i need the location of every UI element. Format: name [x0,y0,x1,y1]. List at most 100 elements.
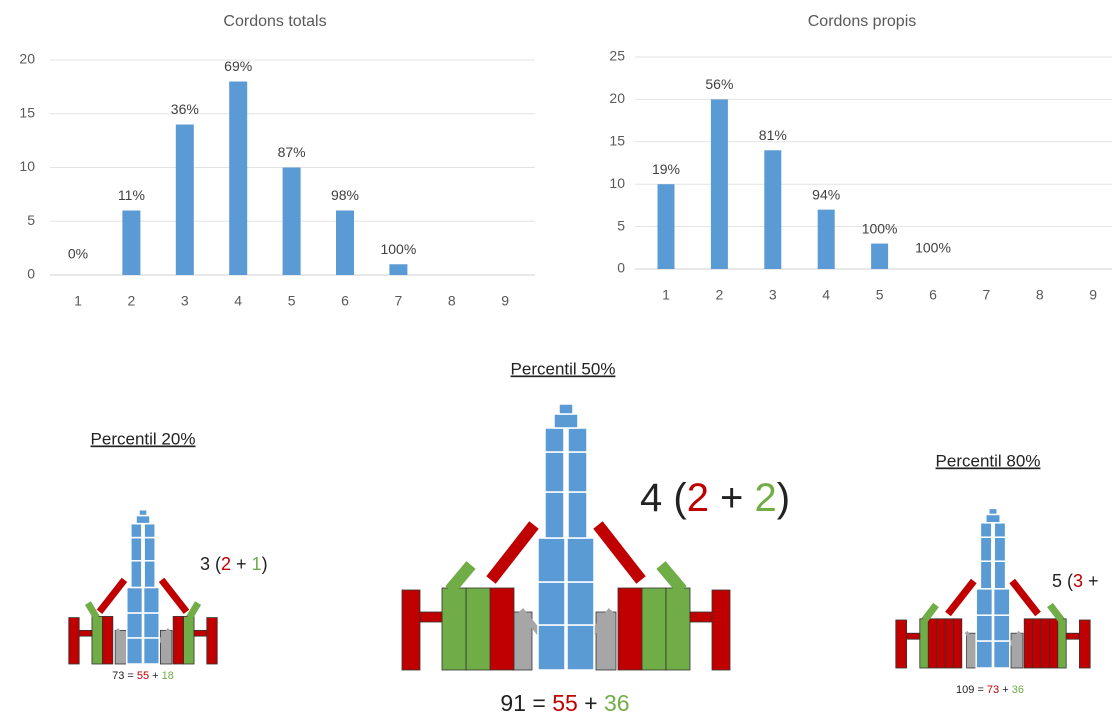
bar [175,124,194,275]
y-tick-label: 15 [19,104,35,120]
blue-block [537,537,566,583]
formula-part: 73 = [112,670,137,682]
green-block [665,587,691,671]
red-block [102,616,114,665]
bar-label: 19% [652,161,680,177]
blue-block [975,640,994,669]
x-tick-label: 8 [448,293,456,309]
blue-block [544,427,565,453]
formula: 5 (3 + [1052,571,1099,591]
formula: 109 = 73 + 36 [956,684,1024,696]
brace [186,601,202,620]
x-tick-label: 8 [1036,287,1044,303]
blue-block [126,586,144,614]
formula-part: 1 [252,554,262,574]
y-tick-label: 0 [27,266,35,282]
x-tick-label: 3 [181,293,189,309]
bar [817,209,835,269]
x-tick-label: 2 [128,293,136,309]
bar [122,210,141,275]
green-block [91,616,103,665]
x-tick-label: 1 [662,287,670,303]
blue-block [130,560,143,589]
blue-block [993,536,1007,562]
bar-label: 100% [915,240,951,256]
blue-block [135,514,151,525]
blue-block [126,612,144,639]
bar-label: 94% [812,186,840,202]
x-tick-label: 6 [929,287,937,303]
blue-block [553,413,579,429]
blue-block [988,507,998,516]
blue-block [537,624,566,671]
y-tick-label: 25 [609,48,625,64]
blue-block [143,560,156,589]
brace [1047,602,1065,623]
blue-block [566,581,595,626]
blue-block [130,522,143,539]
bar-label: 56% [705,76,733,92]
bar [389,264,408,275]
bar [282,167,301,275]
formula-part: 18 [162,670,174,682]
red-block [1023,618,1033,669]
formula-part: 2 [755,476,777,520]
green-block [441,587,467,671]
formula-part: + [231,554,252,574]
bar [229,81,248,275]
red-block [617,587,643,671]
brace [921,602,939,623]
blue-block [544,491,565,539]
blue-block [993,560,1007,590]
formula-part: + [999,684,1012,696]
green-block [465,587,491,671]
x-tick-label: 4 [822,287,830,303]
red-bar [906,632,921,640]
y-tick-label: 20 [19,51,35,67]
y-tick-label: 10 [609,175,625,191]
red-block [1049,618,1059,669]
formula: 91 = 55 + 36 [500,690,629,716]
diagram-title: Percentil 50% [511,359,616,378]
formula-part: 91 = [500,690,552,716]
x-tick-label: 1 [74,293,82,309]
red-block [489,587,515,671]
formula-part: + [149,670,162,682]
formula: 3 (2 + 1) [200,554,268,574]
formula-part: 55 [137,670,149,682]
green-block [183,616,195,665]
chart-title: Cordons totals [223,13,326,30]
red-block [172,616,185,665]
blue-block [993,522,1007,538]
formula: 4 (2 + 2) [640,476,790,520]
formula-part: 36 [1012,684,1024,696]
formula-part: + [709,476,755,520]
x-tick-label: 5 [876,287,884,303]
x-tick-label: 5 [288,293,296,309]
red-block [1032,618,1042,669]
blue-block [143,522,156,539]
bar [871,243,889,269]
blue-block [567,491,588,539]
brace [158,577,190,614]
brace [445,561,476,594]
formula-part: 55 [552,690,578,716]
blue-block [979,522,993,538]
brace [486,521,539,584]
green-block [1057,618,1067,669]
bar-label: 81% [759,127,787,143]
y-tick-label: 5 [27,212,35,228]
x-tick-label: 7 [395,293,403,309]
brace [945,578,977,617]
x-tick-label: 6 [341,293,349,309]
blue-block [992,588,1011,616]
formula-part: 5 ( [1052,571,1073,591]
red-block [936,618,946,669]
blue-block [142,612,160,639]
brace [656,561,687,594]
y-tick-label: 10 [19,158,35,174]
red-block [953,618,963,669]
formula-part: + [578,690,604,716]
